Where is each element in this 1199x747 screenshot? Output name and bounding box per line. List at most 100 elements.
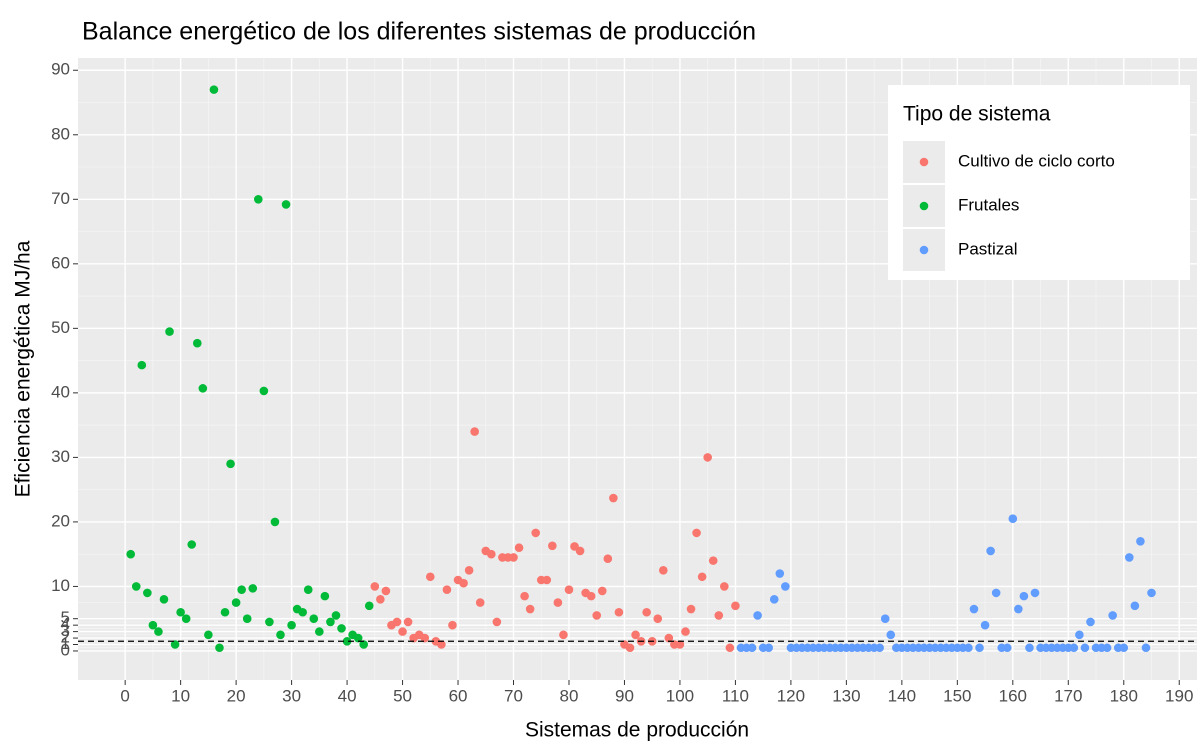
point <box>731 601 740 611</box>
point <box>248 584 258 593</box>
y-tick-label: 0 <box>61 640 70 659</box>
point <box>1141 643 1151 653</box>
y-tick-label: 5 <box>61 608 70 627</box>
point <box>642 607 651 617</box>
y-tick-label: 90 <box>51 60 70 79</box>
point <box>226 459 235 469</box>
legend-label: Cultivo de ciclo corto <box>958 151 1115 170</box>
point <box>975 643 984 653</box>
point <box>237 585 246 594</box>
x-tick-label: 0 <box>120 686 129 705</box>
point <box>1147 588 1156 598</box>
x-tick-label: 30 <box>282 686 301 705</box>
point <box>254 195 263 204</box>
point <box>187 540 197 549</box>
y-tick-label: 4 <box>61 615 70 634</box>
point <box>542 575 552 585</box>
point <box>448 620 457 630</box>
point <box>487 549 496 559</box>
point <box>242 614 252 624</box>
point <box>1119 643 1129 653</box>
point <box>681 627 690 636</box>
point <box>204 630 213 640</box>
point <box>425 572 435 582</box>
x-tick-label: 150 <box>943 686 971 705</box>
x-tick-label: 10 <box>171 686 190 705</box>
point <box>708 556 718 565</box>
point <box>337 624 346 633</box>
point <box>342 636 352 646</box>
point <box>370 582 380 591</box>
y-tick-label: 2 <box>61 628 70 647</box>
point <box>714 611 724 620</box>
legend-key <box>919 157 929 167</box>
point <box>886 630 896 640</box>
x-tick-label: 70 <box>504 686 523 705</box>
point <box>137 360 147 370</box>
y-tick-label: 1 <box>61 634 70 653</box>
point <box>664 633 674 643</box>
point <box>631 630 640 640</box>
point <box>198 384 208 393</box>
point <box>775 569 785 578</box>
point <box>609 493 618 503</box>
x-tick-label: 180 <box>1110 686 1138 705</box>
y-tick-label: 30 <box>51 447 70 466</box>
legend-key <box>919 245 929 255</box>
point <box>597 586 607 596</box>
point <box>564 585 574 594</box>
y-tick-label: 10 <box>51 576 70 595</box>
point <box>381 586 391 596</box>
point <box>276 630 285 640</box>
point <box>1136 536 1145 546</box>
point <box>326 617 335 627</box>
point <box>747 643 757 653</box>
legend-label: Pastizal <box>958 239 1018 258</box>
point <box>220 607 230 617</box>
point <box>181 614 191 624</box>
x-tick-label: 60 <box>449 686 468 705</box>
y-tick-label: 50 <box>51 318 70 337</box>
chart-title: Balance energético de los diferentes sis… <box>82 18 756 46</box>
point <box>1002 643 1012 653</box>
point <box>686 604 696 614</box>
x-tick-label: 50 <box>393 686 412 705</box>
point <box>176 607 185 617</box>
y-tick-label: 70 <box>51 189 70 208</box>
point <box>215 643 224 653</box>
x-tick-label: 190 <box>1165 686 1193 705</box>
legend-key <box>919 201 929 211</box>
point <box>753 611 762 620</box>
point <box>603 554 613 563</box>
point <box>320 591 330 601</box>
point <box>769 595 779 604</box>
point <box>548 541 557 551</box>
point <box>520 591 529 601</box>
point <box>525 604 535 614</box>
point <box>697 572 707 582</box>
point <box>781 582 790 591</box>
point <box>969 604 979 614</box>
legend: Tipo de sistema Cultivo de ciclo corto Fru… <box>888 85 1190 280</box>
point <box>1019 591 1029 601</box>
y-tick-label: 60 <box>51 253 70 272</box>
point <box>592 611 602 620</box>
point <box>270 517 280 527</box>
y-axis-title: Eficiencia energética MJ/ha <box>12 240 35 497</box>
point <box>464 566 474 575</box>
point <box>692 528 701 538</box>
point <box>614 607 624 617</box>
point <box>725 643 735 653</box>
point <box>231 598 241 607</box>
point <box>703 453 712 462</box>
point <box>675 640 685 649</box>
point <box>309 614 319 624</box>
point <box>154 627 163 636</box>
x-tick-label: 160 <box>999 686 1027 705</box>
point <box>331 611 341 620</box>
x-axis-title: Sistemas de producción <box>525 719 749 742</box>
point <box>586 591 596 601</box>
x-tick-label: 130 <box>832 686 860 705</box>
point <box>1125 553 1134 562</box>
point <box>459 578 468 588</box>
